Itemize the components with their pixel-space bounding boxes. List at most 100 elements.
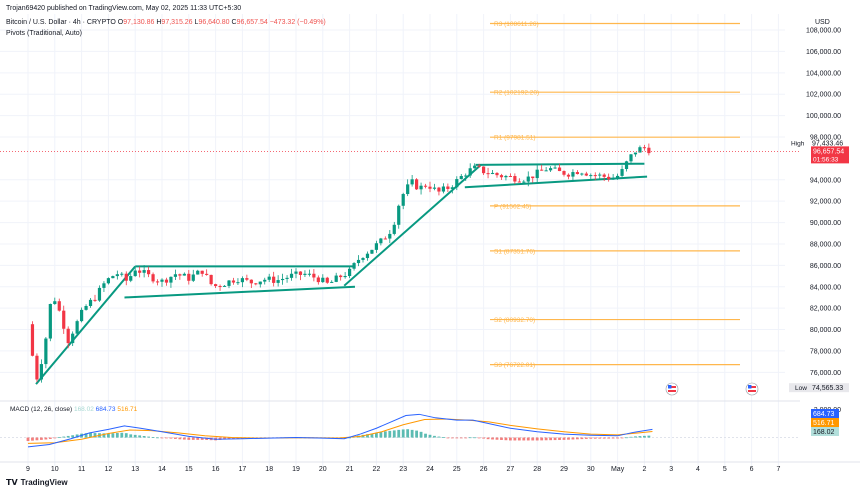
pivot-label: S1 (87351.76)	[494, 248, 535, 255]
macd-histogram-bar	[540, 437, 544, 441]
macd-histogram-bar	[491, 437, 494, 440]
macd-histogram-bar	[576, 437, 579, 440]
candle-body	[120, 273, 124, 275]
macd-histogram-bar	[437, 436, 441, 438]
y-tick-label: 94,000.00	[810, 177, 841, 184]
x-tick-label: 15	[185, 466, 193, 473]
candle-body	[316, 277, 320, 283]
macd-histogram-bar	[71, 435, 75, 438]
macd-histogram-bar	[428, 434, 432, 438]
y-tick-label: 100,000.00	[806, 113, 841, 120]
high-label: H	[156, 19, 162, 26]
x-tick-label: 16	[212, 466, 220, 473]
candle-body	[263, 279, 267, 282]
macd-legend[interactable]: MACD (12, 26, close) 168.02 684.73 516.7…	[10, 406, 137, 413]
candle-body	[44, 338, 48, 365]
macd-histogram-bar	[495, 437, 499, 440]
macd-histogram-bar	[138, 435, 142, 438]
macd-histogram-bar	[638, 436, 642, 438]
candle-body	[633, 152, 638, 155]
candle-body	[53, 301, 57, 305]
macd-histogram-bar	[383, 431, 387, 438]
y-tick-label: 86,000.00	[810, 263, 841, 270]
y-tick-label: 82,000.00	[810, 306, 841, 313]
candle-body	[276, 280, 280, 283]
chart-grid	[0, 14, 860, 466]
low-label-box	[789, 383, 849, 393]
trendline	[35, 265, 136, 385]
x-tick-label: 10	[51, 466, 59, 473]
candle-body	[437, 187, 441, 192]
candle-body	[468, 168, 472, 176]
macd-histogram-bar	[370, 433, 374, 438]
macd-histogram-bar	[482, 437, 485, 439]
y-tick-label: 78,000.00	[810, 348, 841, 355]
macd-histogram-bar	[75, 434, 79, 438]
candle-body	[133, 270, 137, 277]
macd-histogram-bar	[191, 437, 195, 440]
candle-body	[169, 276, 173, 283]
close-label: C	[231, 19, 237, 26]
macd-histogram-bar	[643, 435, 646, 438]
indicator-pivots[interactable]: Pivots (Traditional, Auto)	[6, 30, 82, 37]
high-value: 97,433.46	[812, 141, 843, 148]
macd-histogram-bar	[26, 437, 30, 442]
candle-body	[160, 279, 164, 282]
macd-histogram-bar	[486, 437, 490, 440]
flag-circle	[745, 382, 759, 396]
x-tick-label: 22	[373, 466, 381, 473]
y-tick-label: 108,000.00	[806, 28, 841, 35]
event-icons[interactable]	[665, 382, 759, 396]
candle-body	[339, 275, 343, 278]
time-axis[interactable]: 9 10 11 12 13 14 15 16 17 18 19 20 21 22 23 24 25 26 27 28 2…	[26, 466, 780, 473]
candle-body	[522, 181, 526, 183]
symbol-title[interactable]: Bitcoin / U.S. Dollar · 4h · CRYPTO	[6, 19, 116, 26]
candle-body	[504, 175, 508, 178]
macd-histogram-bar	[142, 436, 146, 438]
pivot-label: P (91562.45)	[494, 203, 531, 210]
candle-body	[428, 186, 432, 189]
macd-histogram-bar	[558, 437, 561, 440]
tradingview-logo-text: TradingView	[20, 478, 68, 487]
macd-histogram-bar	[535, 437, 539, 441]
candle-body	[464, 175, 468, 177]
macd-histogram-bar	[156, 437, 159, 439]
high-value: 97,315.26	[161, 19, 193, 26]
candle-body	[531, 176, 535, 179]
candle-body	[410, 179, 414, 185]
candle-body	[495, 172, 499, 176]
candle-body	[544, 170, 548, 172]
candle-body	[289, 273, 294, 278]
candle-body	[415, 179, 419, 190]
macd-histogram-bar	[84, 433, 88, 438]
x-tick-label: 13	[131, 466, 139, 473]
currency-label[interactable]: USD	[815, 19, 830, 26]
tradingview-logo[interactable]: 𝗧𝗩 TradingView	[6, 478, 68, 487]
macd-histogram-bar	[196, 437, 200, 440]
macd-histogram-bar	[223, 437, 226, 440]
macd-signal-value: 516.71	[117, 406, 138, 413]
candle-body	[620, 169, 624, 176]
low-label: L	[194, 19, 199, 26]
candle-body	[499, 175, 504, 178]
candle-body	[267, 276, 271, 280]
candle-body	[401, 194, 405, 206]
macd-histogram-bar	[589, 437, 593, 439]
low-label: Low	[795, 385, 807, 392]
macd-line	[27, 413, 653, 448]
tradingview-logo-icon: 𝗧𝗩	[6, 478, 18, 487]
candle-body	[209, 274, 213, 285]
macd-histogram-bar	[468, 437, 472, 439]
candle-body	[584, 173, 588, 176]
candle-body	[392, 224, 396, 234]
candle-body	[240, 278, 244, 283]
macd-histogram-bar	[620, 437, 624, 439]
candle-body	[616, 175, 620, 179]
symbol-ohlc[interactable]: Bitcoin / U.S. Dollar · 4h · CRYPTO O 97,…	[6, 19, 326, 26]
macd-histogram-bar	[102, 433, 106, 438]
candle-body	[432, 187, 437, 189]
macd-histogram-bar	[57, 437, 61, 439]
price-axis[interactable]: 108,000.00 106,000.00 104,000.00 102,000.00…	[806, 28, 841, 436]
open-label: O	[117, 19, 124, 26]
